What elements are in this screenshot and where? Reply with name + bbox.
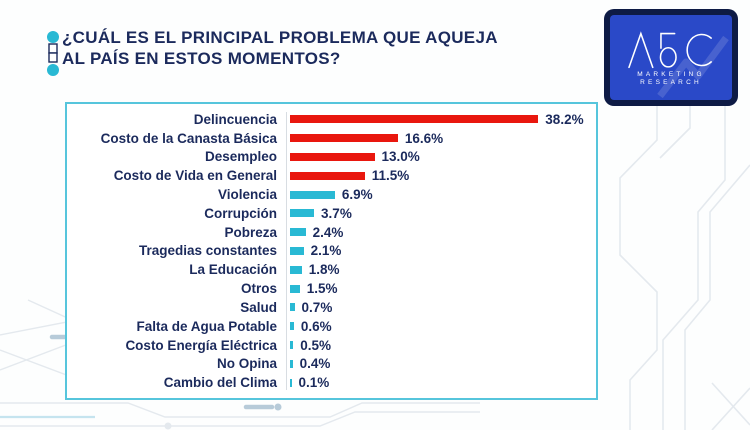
bar-cell: 13.0% (287, 149, 588, 164)
bar (290, 152, 375, 161)
chart-row: Violencia 6.9% (67, 185, 588, 204)
bar-cell: 0.6% (287, 319, 588, 334)
category-label: Costo de Vida en General (113, 168, 277, 184)
bar (290, 246, 304, 255)
chart-row: No Opina 0.4% (67, 355, 588, 374)
bar-cell: 1.8% (287, 262, 588, 277)
chart-row: Corrupción 3.7% (67, 204, 588, 223)
bar-cell: 2.4% (287, 225, 588, 240)
bar (290, 284, 300, 293)
category-label: Costo Energía Eléctrica (125, 337, 277, 353)
chart-row: Otros 1.5% (67, 279, 588, 298)
value-label: 0.4% (299, 356, 331, 372)
bar-cell: 11.5% (287, 168, 588, 183)
header: ¿CUÁL ES EL PRINCIPAL PROBLEMA QUE AQUEJ… (44, 27, 498, 78)
bar (290, 322, 294, 331)
bar (290, 341, 294, 350)
bar-cell: 16.6% (287, 131, 588, 146)
bar-cell: 2.1% (287, 243, 588, 258)
bar-cell: 0.1% (287, 375, 588, 390)
chart-row: Pobreza 2.4% (67, 223, 588, 242)
bar-cell: 0.7% (287, 300, 588, 315)
category-label: Cambio del Clima (163, 375, 277, 391)
bar (290, 228, 306, 237)
bar (290, 190, 335, 199)
bar (290, 303, 295, 312)
value-label: 2.1% (310, 243, 342, 259)
category-label: Corrupción (204, 205, 277, 221)
bar (290, 209, 315, 218)
bar (290, 171, 365, 180)
bar (290, 359, 293, 368)
chart-row: Desempleo 13.0% (67, 148, 588, 167)
category-label: No Opina (217, 356, 277, 372)
chart-row: La Educación 1.8% (67, 261, 588, 280)
chart-row: Costo de Vida en General 11.5% (67, 166, 588, 185)
category-label: Pobreza (224, 224, 277, 240)
category-label: Costo de la Canasta Básica (100, 130, 277, 146)
bar-cell: 38.2% (287, 112, 588, 127)
value-label: 38.2% (545, 111, 584, 127)
bar (290, 134, 398, 143)
page-title: ¿CUÁL ES EL PRINCIPAL PROBLEMA QUE AQUEJ… (62, 27, 498, 69)
chart-row: Costo de la Canasta Básica 16.6% (67, 129, 588, 148)
category-label: Tragedias constantes (138, 243, 277, 259)
abc-logo: MARKETING RESEARCH (604, 9, 738, 106)
chart-row: Tragedias constantes 2.1% (67, 242, 588, 261)
category-label: Desempleo (204, 149, 277, 165)
value-label: 0.1% (298, 375, 330, 391)
value-label: 13.0% (381, 149, 420, 165)
bar-cell: 3.7% (287, 206, 588, 221)
chart-row: Salud 0.7% (67, 298, 588, 317)
connector-dots-icon (47, 31, 59, 76)
logo-watermark-graph (657, 35, 729, 99)
category-label: Salud (240, 299, 277, 315)
value-label: 16.6% (404, 130, 444, 146)
bar-cell: 0.5% (287, 338, 588, 353)
value-label: 11.5% (371, 168, 410, 184)
chart-row: Falta de Agua Potable 0.6% (67, 317, 588, 336)
bar-chart: Delincuencia 38.2% Costo de la Canasta Bás… (67, 110, 588, 392)
value-label: 1.5% (306, 281, 338, 297)
page-title-line2: AL PAÍS EN ESTOS MOMENTOS? (62, 49, 341, 68)
value-label: 0.7% (301, 299, 333, 315)
category-label: Falta de Agua Potable (136, 318, 277, 334)
value-label: 1.8% (308, 262, 340, 278)
value-label: 0.6% (300, 318, 332, 334)
chart-row: Cambio del Clima 0.1% (67, 373, 588, 392)
abc-logo-inner: MARKETING RESEARCH (610, 15, 732, 100)
category-label: Delincuencia (193, 111, 277, 127)
bar (290, 115, 539, 124)
category-label: Violencia (217, 187, 277, 203)
bar-chart-panel: Delincuencia 38.2% Costo de la Canasta Bás… (65, 102, 598, 400)
chart-axis-line (286, 112, 287, 390)
category-label: Otros (240, 281, 277, 297)
bar (290, 265, 302, 274)
bar-cell: 6.9% (287, 187, 588, 202)
category-label: La Educación (189, 262, 277, 278)
value-label: 0.5% (300, 337, 332, 353)
chart-row: Delincuencia 38.2% (67, 110, 588, 129)
bar-cell: 1.5% (287, 281, 588, 296)
value-label: 6.9% (341, 187, 373, 203)
value-label: 2.4% (312, 224, 344, 240)
bar (290, 378, 292, 387)
page-title-line1: ¿CUÁL ES EL PRINCIPAL PROBLEMA QUE AQUEJ… (62, 28, 498, 47)
value-label: 3.7% (321, 205, 352, 221)
chart-row: Costo Energía Eléctrica 0.5% (67, 336, 588, 355)
bar-cell: 0.4% (287, 356, 588, 371)
